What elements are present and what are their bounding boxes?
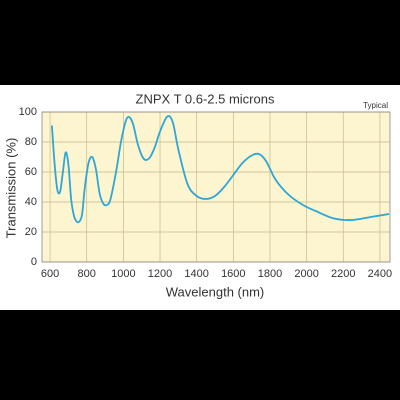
y-tick-label: 80: [25, 136, 37, 148]
x-tick-label: 2200: [331, 268, 355, 280]
chart-title: ZNPX T 0.6-2.5 microns: [136, 91, 275, 106]
x-tick-label: 1400: [184, 268, 208, 280]
x-tick-label: 2000: [294, 268, 318, 280]
y-tick-label: 40: [25, 196, 37, 208]
x-tick-label: 1000: [111, 268, 135, 280]
x-tick-label: 600: [41, 268, 59, 280]
y-tick-label: 60: [25, 166, 37, 178]
data-line: [50, 115, 390, 224]
plot-frame: [41, 111, 391, 263]
x-axis-label: Wavelength (nm): [166, 284, 265, 299]
x-tick-label: 2400: [368, 268, 392, 280]
x-tick-label: 1600: [221, 268, 245, 280]
y-tick-label: 0: [31, 256, 37, 268]
y-axis-label: Transmission (%): [3, 138, 18, 239]
annotation: Typical: [363, 101, 388, 110]
x-tick-label: 800: [78, 268, 96, 280]
x-tick-label: 1800: [258, 268, 282, 280]
x-tick-label: 1200: [148, 268, 172, 280]
y-tick-label: 20: [25, 226, 37, 238]
y-tick-label: 100: [19, 106, 37, 118]
plot-area: [42, 112, 390, 262]
